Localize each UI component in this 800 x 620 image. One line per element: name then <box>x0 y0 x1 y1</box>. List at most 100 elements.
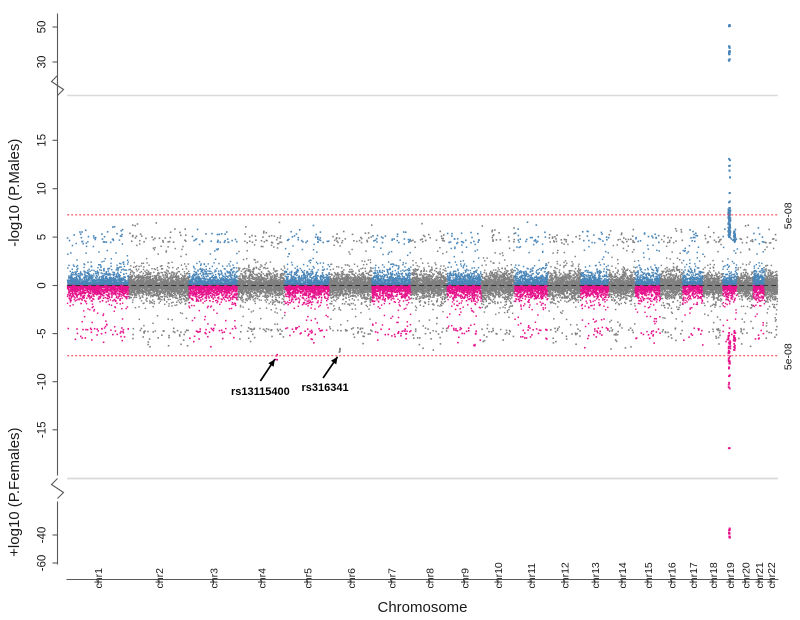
data-point <box>118 288 119 289</box>
data-point <box>179 301 180 302</box>
data-point <box>154 288 155 289</box>
data-point <box>135 295 136 296</box>
data-point <box>158 276 159 277</box>
data-point <box>143 325 145 327</box>
data-point <box>187 345 189 347</box>
data-point <box>146 290 147 291</box>
data-point <box>74 296 75 297</box>
data-point <box>101 281 102 282</box>
data-point <box>168 262 169 263</box>
data-point <box>94 328 96 330</box>
data-point <box>101 328 103 330</box>
data-point <box>89 287 90 288</box>
data-point <box>128 286 129 287</box>
data-point <box>91 265 92 266</box>
data-point <box>110 265 111 266</box>
data-point <box>150 277 151 278</box>
data-point <box>141 271 142 272</box>
data-point <box>226 271 227 272</box>
data-point <box>84 289 85 290</box>
data-point <box>99 301 100 302</box>
data-point <box>84 278 85 279</box>
data-point <box>214 250 216 252</box>
data-point <box>141 300 142 301</box>
data-point <box>200 271 201 272</box>
data-point <box>158 296 159 297</box>
data-point <box>71 279 72 280</box>
data-point <box>129 276 130 277</box>
data-point <box>76 283 77 284</box>
data-point <box>77 291 78 292</box>
data-point <box>85 329 87 331</box>
data-point <box>122 303 123 304</box>
data-point <box>135 293 136 294</box>
data-point <box>91 331 93 333</box>
data-point <box>110 279 111 280</box>
data-point <box>101 333 103 335</box>
data-point <box>98 264 99 265</box>
data-point <box>84 295 85 296</box>
data-point <box>104 279 105 280</box>
data-point <box>117 286 118 287</box>
data-point <box>180 303 181 304</box>
data-point <box>116 334 118 336</box>
data-point <box>139 243 141 245</box>
data-point <box>150 301 151 302</box>
data-point <box>78 273 79 274</box>
data-point <box>120 295 121 296</box>
data-point <box>69 240 71 242</box>
data-point <box>149 292 150 293</box>
data-point <box>69 291 70 292</box>
data-point <box>122 318 124 320</box>
data-point <box>107 300 108 301</box>
data-point <box>76 296 77 297</box>
data-point <box>147 344 149 346</box>
data-point <box>83 267 84 268</box>
data-point <box>159 283 160 284</box>
data-point <box>71 296 72 297</box>
data-point <box>139 272 140 273</box>
data-point <box>225 276 226 277</box>
data-point <box>161 334 163 336</box>
data-point <box>226 265 227 266</box>
data-point <box>163 277 164 278</box>
data-point <box>132 224 134 226</box>
data-point <box>140 276 141 277</box>
data-point <box>237 270 238 271</box>
data-point <box>110 290 111 291</box>
data-point <box>174 305 175 306</box>
data-point <box>131 297 132 298</box>
data-point <box>160 287 161 288</box>
data-point <box>85 230 87 232</box>
data-point <box>74 271 75 272</box>
data-point <box>152 302 153 303</box>
data-point <box>150 289 151 290</box>
data-point <box>72 294 73 295</box>
data-point <box>158 298 159 299</box>
data-point <box>119 291 120 292</box>
data-point <box>171 271 172 272</box>
data-point <box>145 238 147 240</box>
data-point <box>113 280 114 281</box>
data-point <box>151 292 152 293</box>
data-point <box>67 280 68 281</box>
data-point <box>178 275 179 276</box>
data-point <box>175 294 176 295</box>
data-point <box>187 276 188 277</box>
data-point <box>115 330 117 332</box>
data-point <box>127 260 128 261</box>
data-point <box>182 313 183 314</box>
data-point <box>145 272 146 273</box>
data-point <box>120 290 121 291</box>
data-point <box>168 335 170 337</box>
data-point <box>204 280 205 281</box>
data-point <box>124 279 125 280</box>
data-point <box>222 274 223 275</box>
data-point <box>203 273 204 274</box>
data-point <box>192 281 193 282</box>
data-point <box>71 300 72 301</box>
data-point <box>109 283 110 284</box>
data-point <box>120 331 122 333</box>
data-point <box>171 262 172 263</box>
data-point <box>231 278 232 279</box>
